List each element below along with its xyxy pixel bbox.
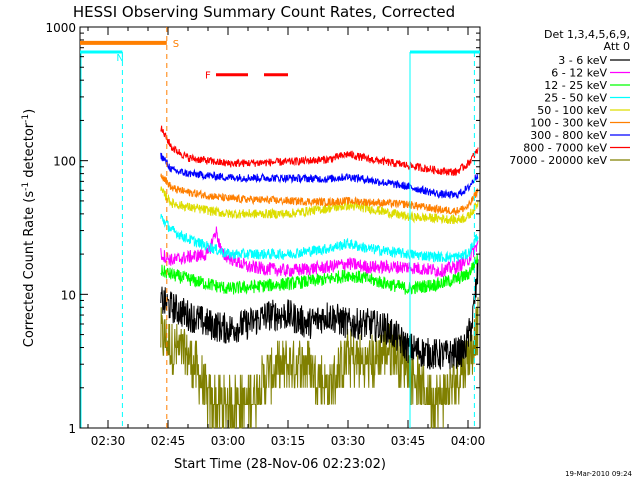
x-tick-label: 04:00	[451, 434, 486, 448]
night-marker-label: N	[116, 53, 123, 64]
flare-marker-label: F	[205, 71, 211, 82]
series-line-4	[160, 186, 479, 225]
legend-label: 300 - 800 keV	[530, 129, 607, 142]
series-layer	[160, 125, 479, 429]
y-axis-label-mid: detector	[22, 122, 37, 182]
y-tick-label: 1	[68, 422, 76, 436]
legend-header-det: Det 1,3,4,5,6,9,	[544, 28, 630, 41]
series-line-5	[160, 213, 479, 264]
y-tick-label: 100	[53, 155, 76, 169]
series-line-3	[160, 173, 479, 216]
y-axis-label-sup1: -1	[21, 182, 31, 191]
series-line-9	[160, 297, 479, 429]
legend-label: 6 - 12 keV	[551, 67, 607, 80]
y-tick-label: 10	[61, 288, 76, 302]
series-line-8	[160, 259, 479, 371]
plot-frame	[79, 26, 481, 429]
y-axis-label-main: Corrected Count Rate (s	[22, 191, 37, 348]
chart-title: HESSI Observing Summary Count Rates, Cor…	[73, 3, 455, 21]
series-line-1	[160, 125, 479, 177]
series-line-7	[160, 254, 479, 295]
x-tick-label: 02:30	[91, 434, 126, 448]
saa-marker-label: S	[173, 39, 179, 50]
annotation-layer: N S F	[80, 27, 480, 428]
x-tick-label: 03:00	[211, 434, 246, 448]
y-axis-label-end: )	[22, 109, 37, 114]
y-axis-label: Corrected Count Rate (s-1 detector-1)	[21, 109, 37, 347]
legend-label: 7000 - 20000 keV	[509, 154, 607, 167]
y-tick-label: 1000	[45, 21, 76, 35]
legend-label: 800 - 7000 keV	[523, 142, 607, 155]
x-axis-label: Start Time (28-Nov-06 02:23:02)	[174, 457, 386, 472]
footer-timestamp: 19-Mar-2010 09:24	[565, 470, 632, 478]
legend-label: 50 - 100 keV	[537, 104, 607, 117]
axis-layer: 02:30 02:45 03:00 03:15 03:30 03:45 04:00 1 10 10…	[45, 21, 485, 448]
series-line-2	[160, 152, 479, 199]
plot-border	[79, 26, 481, 429]
x-tick-label: 03:45	[391, 434, 426, 448]
legend-label: 25 - 50 keV	[544, 92, 607, 105]
y-axis-label-sup2: -1	[21, 114, 31, 123]
x-tick-label: 03:30	[331, 434, 366, 448]
legend-label: 3 - 6 keV	[558, 54, 607, 67]
x-tick-label: 03:15	[271, 434, 306, 448]
legend-label: 100 - 300 keV	[530, 117, 607, 130]
series-line-6	[160, 226, 479, 278]
legend-label: 12 - 25 keV	[544, 79, 607, 92]
legend-header-att: Att 0	[604, 40, 630, 53]
x-tick-label: 02:45	[151, 434, 186, 448]
